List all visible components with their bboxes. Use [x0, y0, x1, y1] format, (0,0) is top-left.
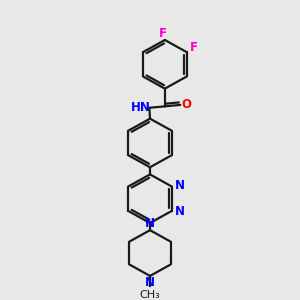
Text: HN: HN [131, 101, 151, 114]
Text: CH₃: CH₃ [140, 290, 160, 300]
Text: N: N [145, 218, 155, 230]
Text: F: F [159, 27, 167, 40]
Text: F: F [190, 41, 198, 54]
Text: N: N [175, 205, 184, 218]
Text: N: N [145, 276, 155, 289]
Text: N: N [175, 179, 184, 193]
Text: O: O [182, 98, 192, 111]
